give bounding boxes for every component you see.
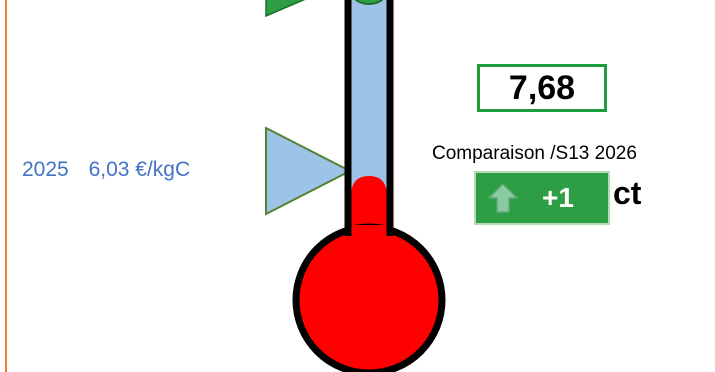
delta-value: +1 — [542, 182, 574, 213]
delta-badge: +1 — [474, 171, 610, 225]
thermometer-neck — [351, 225, 387, 265]
current-value-box: 7,68 — [477, 64, 607, 112]
reference-year: 2025 — [22, 158, 69, 181]
reference-label: 2025 6,03 €/kgC — [22, 158, 190, 182]
current-level-marker — [265, 0, 306, 18]
left-border — [5, 0, 7, 372]
reference-level-marker — [265, 126, 353, 216]
arrow-up-icon — [486, 181, 520, 215]
comparison-label: Comparaison /S13 2026 — [432, 143, 637, 164]
current-value: 7,68 — [508, 68, 576, 107]
reference-price: 6,03 €/kgC — [88, 158, 191, 181]
top-bubble — [354, 0, 384, 5]
delta-unit: ct — [613, 175, 642, 211]
